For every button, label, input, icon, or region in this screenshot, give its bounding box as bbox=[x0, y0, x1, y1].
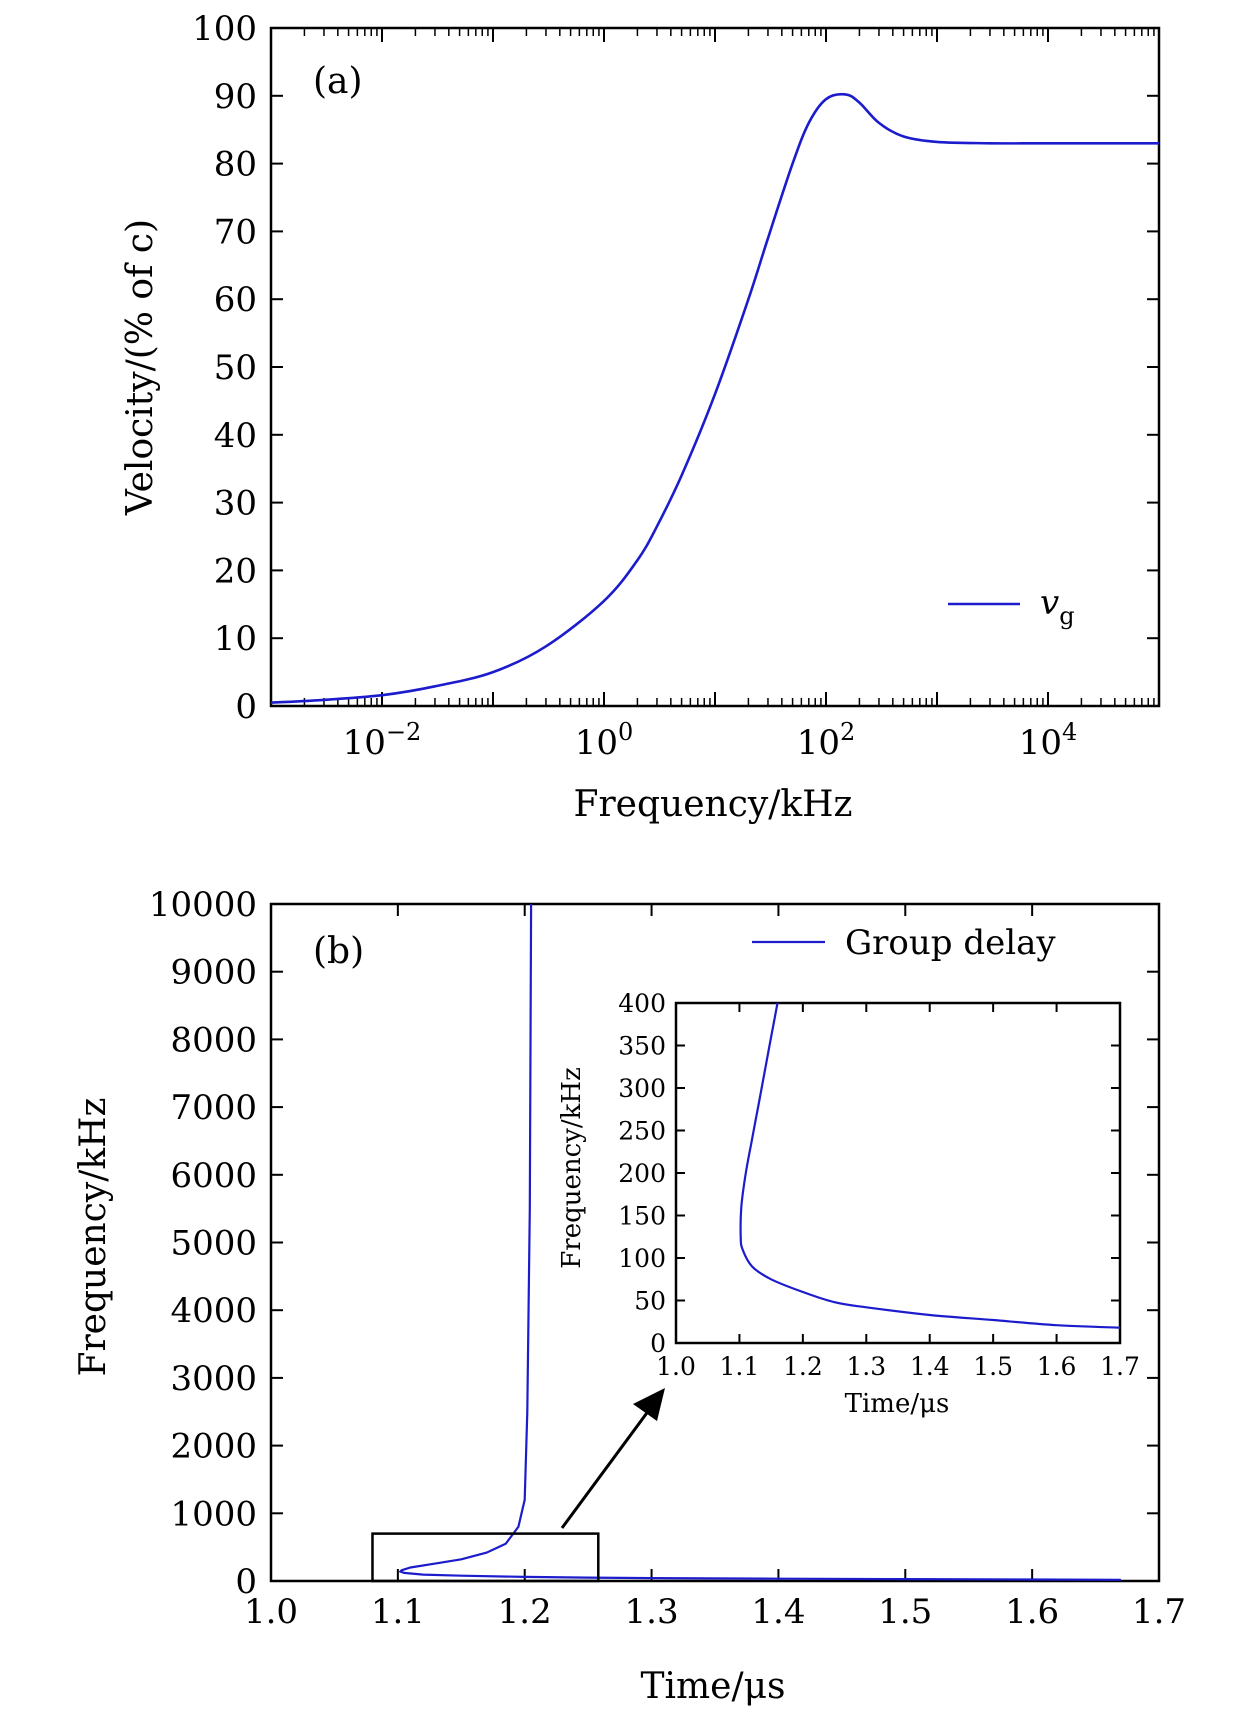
panel-b-y-tick-label: 2000 bbox=[170, 1427, 257, 1467]
panel-a-y-tick-label: 100 bbox=[192, 9, 257, 49]
panel-b-legend: Group delay bbox=[752, 923, 1056, 963]
panel-b-y-tick-label: 8000 bbox=[170, 1020, 257, 1060]
panel-b-y-tick-label: 1000 bbox=[170, 1494, 257, 1534]
panel-b-x-tick-label: 1.2 bbox=[498, 1592, 552, 1632]
inset-y-tick-label: 250 bbox=[618, 1117, 666, 1146]
inset-x-axis-label: Time/μs bbox=[845, 1389, 950, 1419]
panel-b-y-tick-label: 4000 bbox=[170, 1291, 257, 1331]
panel-b-y-tick-label: 0 bbox=[235, 1562, 257, 1602]
panel-b-y-tick-label: 6000 bbox=[170, 1156, 257, 1196]
panel-a-y-tick-label: 60 bbox=[214, 280, 257, 320]
panel-b-legend-label: Group delay bbox=[845, 923, 1056, 963]
panel-b-x-tick-label: 1.4 bbox=[751, 1592, 805, 1632]
panel-a-x-axis-label: Frequency/kHz bbox=[573, 784, 852, 825]
inset-x-tick-label: 1.0 bbox=[656, 1352, 696, 1381]
panel-b-x-tick-label: 1.1 bbox=[371, 1592, 425, 1632]
panel-b-y-tick-label: 10000 bbox=[149, 885, 257, 925]
panel-b-x-axis-label: Time/μs bbox=[641, 1666, 786, 1707]
inset-x-tick-label: 1.3 bbox=[846, 1352, 886, 1381]
inset-y-tick-label: 0 bbox=[650, 1329, 666, 1358]
panel-b-y-tick-label: 5000 bbox=[170, 1224, 257, 1264]
panel-a-x-tick-label: 100 bbox=[575, 718, 634, 763]
panel-b-zoom-box bbox=[371, 1532, 600, 1583]
panel-a-plot-frame bbox=[269, 26, 1161, 708]
panel-a-x-tick-label: 10−2 bbox=[343, 718, 422, 763]
panel-b-x-tick-label: 1.5 bbox=[878, 1592, 932, 1632]
panel-b: (b) Time/μs Frequency/kHz Group delay 01… bbox=[73, 885, 1186, 1707]
panel-a-y-tick-label: 20 bbox=[214, 551, 257, 591]
panel-a-y-tick-label: 80 bbox=[214, 145, 257, 185]
panel-a: (a) Frequency/kHz Velocity/(% of c) vg 0… bbox=[120, 9, 1161, 825]
inset-x-tick-label: 1.6 bbox=[1037, 1352, 1077, 1381]
inset-y-axis-label: Frequency/kHz bbox=[557, 1067, 587, 1269]
inset-y-tick-label: 350 bbox=[618, 1032, 666, 1061]
panel-b-x-tick-label: 1.7 bbox=[1132, 1592, 1186, 1632]
panel-a-y-tick-label: 70 bbox=[214, 212, 257, 252]
panel-b-label: (b) bbox=[313, 931, 364, 972]
panel-a-y-tick-label: 0 bbox=[235, 687, 257, 727]
panel-a-y-tick-label: 40 bbox=[214, 416, 257, 456]
panel-a-y-axis-label: Velocity/(% of c) bbox=[120, 219, 161, 516]
inset-y-tick-label: 300 bbox=[618, 1074, 666, 1103]
inset-x-tick-label: 1.7 bbox=[1100, 1352, 1140, 1381]
inset-x-tick-label: 1.5 bbox=[973, 1352, 1013, 1381]
inset-series-group-delay bbox=[739, 1002, 1121, 1329]
inset-y-tick-label: 400 bbox=[618, 989, 666, 1018]
inset-x-tick-label: 1.4 bbox=[910, 1352, 950, 1381]
panel-a-y-tick-label: 10 bbox=[214, 619, 257, 659]
panel-b-y-axis-label: Frequency/kHz bbox=[73, 1097, 114, 1376]
panel-a-legend: vg bbox=[948, 583, 1075, 630]
inset-y-tick-label: 150 bbox=[618, 1202, 666, 1231]
inset-y-tick-label: 50 bbox=[634, 1287, 666, 1316]
panel-a-y-tick-label: 50 bbox=[214, 348, 257, 388]
zoom-arrow bbox=[560, 1388, 665, 1529]
panel-b-y-tick-label: 3000 bbox=[170, 1359, 257, 1399]
panel-a-series-vg bbox=[270, 92, 1159, 704]
panel-b-y-tick-label: 9000 bbox=[170, 953, 257, 993]
panel-b-x-tick-label: 1.6 bbox=[1005, 1592, 1059, 1632]
inset-y-tick-label: 100 bbox=[618, 1244, 666, 1273]
inset-x-tick-label: 1.1 bbox=[720, 1352, 760, 1381]
panel-a-y-tick-label: 30 bbox=[214, 484, 257, 524]
inset-plot-frame bbox=[674, 1001, 1122, 1345]
panel-a-legend-label: vg bbox=[1040, 583, 1075, 630]
inset-x-tick-label: 1.2 bbox=[783, 1352, 823, 1381]
panel-b-x-tick-label: 1.3 bbox=[625, 1592, 679, 1632]
panel-b-series-group-delay bbox=[398, 903, 1121, 1581]
panel-b-y-tick-label: 7000 bbox=[170, 1088, 257, 1128]
panel-b-x-tick-label: 1.0 bbox=[244, 1592, 298, 1632]
panel-a-label: (a) bbox=[313, 61, 363, 102]
panel-a-x-tick-label: 102 bbox=[797, 718, 856, 763]
panel-a-y-tick-label: 90 bbox=[214, 77, 257, 117]
panel-a-x-tick-label: 104 bbox=[1019, 718, 1078, 763]
inset-y-tick-label: 200 bbox=[618, 1159, 666, 1188]
